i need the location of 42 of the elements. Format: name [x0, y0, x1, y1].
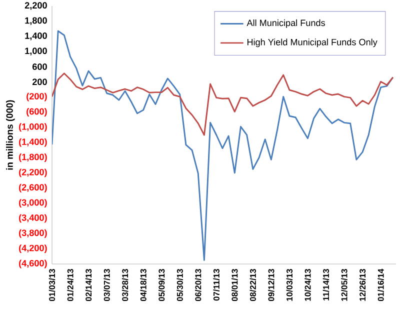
y-tick-label: (1,000) — [19, 123, 47, 132]
line-series — [52, 30, 394, 261]
y-tick-label: (2,200) — [19, 168, 47, 178]
y-tick-label: 1,800 — [25, 17, 47, 26]
x-tick-label: 01/16/14 — [378, 268, 384, 302]
y-tick-label: (2,600) — [19, 184, 47, 192]
x-tick-label: 01/03/13 — [48, 269, 56, 302]
x-tick-label: 07/11/13 — [213, 269, 220, 301]
x-tick-label: 06/20/13 — [195, 269, 202, 302]
x-tick-label: 03/28/13 — [122, 269, 128, 302]
x-tick-label: 12/26/13 — [359, 269, 366, 301]
y-tick-label: (3,400) — [19, 214, 47, 223]
y-tick-label: (4,200) — [19, 244, 47, 254]
y-tick-label: 200 — [32, 78, 47, 86]
y-tick-label: (3,000) — [19, 199, 47, 208]
line-series — [52, 72, 394, 136]
x-tick-label: 01/24/13 — [67, 269, 74, 302]
x-tick-label: 10/24/13 — [304, 269, 311, 301]
legend-label: High Yield Municipal Funds Only — [247, 38, 378, 48]
x-tick-label: 11/14/13 — [322, 269, 330, 300]
y-tick-label: 1,400 — [25, 32, 47, 40]
x-tick-label: 08/01/13 — [232, 269, 238, 302]
x-tick-label: 08/22/13 — [250, 269, 256, 302]
x-tick-label: 12/05/13 — [341, 269, 348, 301]
x-tick-label: 09/12/13 — [268, 269, 274, 302]
x-tick-label: 05/30/13 — [176, 269, 183, 302]
y-tick-label: (4,600) — [19, 260, 47, 268]
y-tick-label: 1,000 — [25, 48, 47, 56]
y-axis-title: in millions (000) — [6, 100, 15, 170]
x-tick-label: 02/14/13 — [85, 269, 92, 302]
y-tick-label: (600) — [26, 108, 47, 116]
y-tick-label: (1,800) — [19, 154, 47, 162]
y-tick-label: (1,400) — [19, 138, 47, 147]
x-tick-label: 03/07/13 — [104, 269, 110, 302]
x-tick-label: 05/09/13 — [158, 269, 165, 302]
y-tick-label: 600 — [32, 63, 47, 70]
y-tick-label: (3,800) — [19, 229, 47, 238]
y-tick-label: 2,200 — [24, 2, 47, 10]
legend-label: All Municipal Funds — [246, 19, 325, 28]
y-tick-label: (200) — [26, 92, 47, 102]
x-tick-label: 04/18/13 — [140, 269, 146, 302]
x-tick-label: 10/03/13 — [286, 269, 293, 301]
